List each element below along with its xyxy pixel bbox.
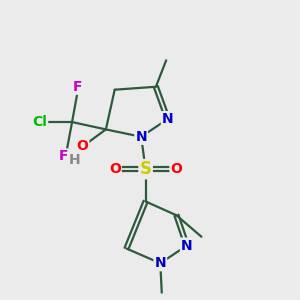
Text: F: F	[58, 149, 68, 164]
Text: N: N	[181, 238, 193, 253]
Text: N: N	[154, 256, 166, 270]
Text: N: N	[135, 130, 147, 144]
Text: N: N	[162, 112, 173, 126]
Text: O: O	[170, 162, 182, 176]
Text: O: O	[76, 139, 88, 153]
Text: S: S	[140, 160, 152, 178]
Text: F: F	[73, 80, 83, 94]
Text: O: O	[109, 162, 121, 176]
Text: H: H	[69, 153, 81, 167]
Text: Cl: Cl	[32, 115, 47, 129]
